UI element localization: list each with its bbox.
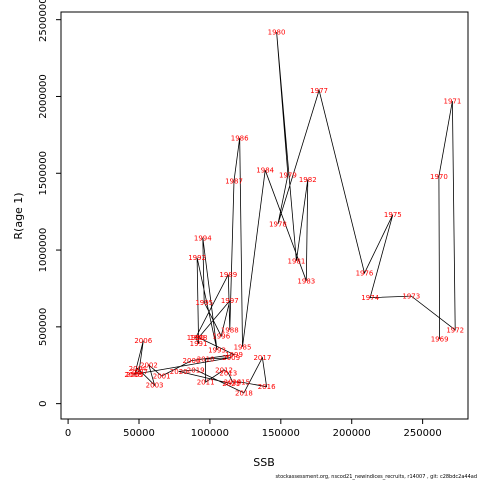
point-label-1973: 1973 xyxy=(402,293,420,301)
point-label-1980: 1980 xyxy=(268,28,286,36)
point-label-1981: 1981 xyxy=(287,257,305,265)
point-label-1993: 1993 xyxy=(208,346,226,354)
point-label-2014: 2014 xyxy=(224,379,242,387)
x-axis-title: SSB xyxy=(253,456,275,469)
point-label-1995: 1995 xyxy=(195,299,213,307)
point-label-1983: 1983 xyxy=(297,277,315,285)
point-label-1972: 1972 xyxy=(446,326,464,334)
point-label-2013: 2013 xyxy=(219,369,237,377)
plot-frame xyxy=(60,11,469,420)
point-label-2003: 2003 xyxy=(146,382,164,390)
point-label-1994: 1994 xyxy=(194,234,212,242)
point-label-1978: 1978 xyxy=(269,220,287,228)
point-label-2011: 2011 xyxy=(197,379,215,387)
point-label-2021: 2021 xyxy=(222,380,240,388)
y-tick-label: 2500000 xyxy=(38,0,49,42)
point-label-1969: 1969 xyxy=(431,336,449,344)
point-label-1987: 1987 xyxy=(225,177,243,185)
point-label-1985: 1985 xyxy=(234,343,252,351)
y-tick-label: 1000000 xyxy=(38,228,49,273)
point-label-1984: 1984 xyxy=(256,167,274,175)
point-label-2018: 2018 xyxy=(235,389,253,397)
x-tick-label: 0 xyxy=(65,428,71,439)
point-label-2001: 2001 xyxy=(153,372,171,380)
footer-note: stockassessment.org, nscod21_newindices_… xyxy=(276,474,478,480)
point-label-1998: 1998 xyxy=(190,334,208,342)
point-label-2008: 2008 xyxy=(124,371,142,379)
x-tick-label: 50000 xyxy=(123,428,155,439)
point-label-1990: 1990 xyxy=(187,334,205,342)
y-axis-title: R(age 1) xyxy=(12,192,25,239)
point-label-1977: 1977 xyxy=(310,87,328,95)
point-label-1999: 1999 xyxy=(225,351,243,359)
point-label-1971: 1971 xyxy=(443,98,461,106)
point-label-1992: 1992 xyxy=(188,254,206,262)
point-label-2019: 2019 xyxy=(187,366,205,374)
point-label-2020: 2020 xyxy=(170,368,188,376)
point-label-1997: 1997 xyxy=(221,297,239,305)
point-label-2000: 2000 xyxy=(183,357,201,365)
point-label-2017: 2017 xyxy=(253,354,271,362)
y-axis: 0 500000 1000000 1500000 2000000 2500000 xyxy=(38,0,61,407)
point-label-2016: 2016 xyxy=(258,383,276,391)
point-label-1988: 1988 xyxy=(221,326,239,334)
point-label-2004: 2004 xyxy=(129,365,147,373)
point-label-1991: 1991 xyxy=(190,340,208,348)
y-tick-label: 2000000 xyxy=(38,74,49,119)
point-label-1996: 1996 xyxy=(212,333,230,341)
x-tick-label: 200000 xyxy=(333,428,371,439)
point-label-1982: 1982 xyxy=(299,176,317,184)
point-label-2006: 2006 xyxy=(134,337,152,345)
point-labels: 1969 1970 1971 1972 1973 1974 1975 1976 1977 1978… xyxy=(124,28,464,397)
point-label-2015: 2015 xyxy=(232,379,250,387)
point-label-1986: 1986 xyxy=(231,134,249,142)
point-label-2005: 2005 xyxy=(126,371,144,379)
point-label-2012: 2012 xyxy=(215,366,233,374)
point-label-1970: 1970 xyxy=(430,173,448,181)
point-label-2007: 2007 xyxy=(130,368,148,376)
point-label-1974: 1974 xyxy=(361,294,379,302)
x-axis: 0 50000 100000 150000 200000 250000 xyxy=(65,419,442,439)
point-label-1989: 1989 xyxy=(219,271,237,279)
point-label-1975: 1975 xyxy=(384,211,402,219)
x-tick-label: 250000 xyxy=(404,428,442,439)
y-tick-label: 500000 xyxy=(38,308,49,346)
point-label-1979: 1979 xyxy=(279,171,297,179)
y-tick-label: 0 xyxy=(38,400,49,406)
point-label-2010: 2010 xyxy=(197,356,215,364)
point-label-2002: 2002 xyxy=(140,362,158,370)
point-label-2009: 2009 xyxy=(222,354,240,362)
x-tick-label: 100000 xyxy=(191,428,229,439)
point-label-1976: 1976 xyxy=(356,270,374,278)
y-tick-label: 1500000 xyxy=(38,151,49,196)
x-tick-label: 150000 xyxy=(262,428,300,439)
series-line xyxy=(133,31,456,394)
